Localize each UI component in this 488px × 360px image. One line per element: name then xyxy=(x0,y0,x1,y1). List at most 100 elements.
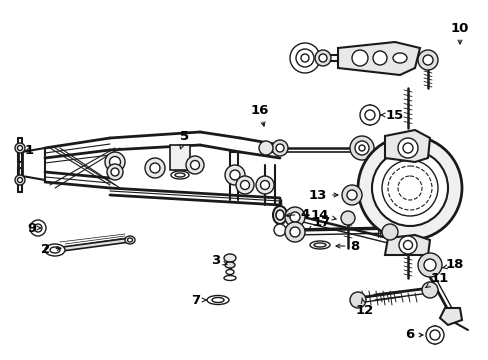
Circle shape xyxy=(236,176,253,194)
Circle shape xyxy=(358,145,364,151)
Circle shape xyxy=(259,141,272,155)
Ellipse shape xyxy=(212,297,224,302)
Circle shape xyxy=(423,259,435,271)
Circle shape xyxy=(351,50,367,66)
Circle shape xyxy=(256,176,273,194)
Ellipse shape xyxy=(224,275,236,280)
Circle shape xyxy=(15,175,25,185)
Circle shape xyxy=(240,180,249,189)
Circle shape xyxy=(285,207,305,227)
Ellipse shape xyxy=(224,254,236,262)
Circle shape xyxy=(381,160,437,216)
Text: 1: 1 xyxy=(24,144,34,157)
Ellipse shape xyxy=(171,171,189,179)
Ellipse shape xyxy=(225,270,234,274)
Circle shape xyxy=(421,282,437,298)
Circle shape xyxy=(185,156,203,174)
Circle shape xyxy=(425,326,443,344)
Text: 18: 18 xyxy=(442,258,463,271)
Circle shape xyxy=(364,110,374,120)
Polygon shape xyxy=(439,308,461,325)
Circle shape xyxy=(190,161,199,170)
Circle shape xyxy=(402,143,412,153)
Circle shape xyxy=(34,224,42,232)
Text: 9: 9 xyxy=(27,221,41,234)
Ellipse shape xyxy=(50,247,60,253)
Circle shape xyxy=(403,240,412,249)
Ellipse shape xyxy=(224,262,235,268)
Circle shape xyxy=(275,144,284,152)
Ellipse shape xyxy=(45,244,65,256)
Ellipse shape xyxy=(127,238,132,242)
Text: 6: 6 xyxy=(405,328,422,342)
Circle shape xyxy=(289,43,319,73)
Text: 10: 10 xyxy=(450,22,468,44)
Circle shape xyxy=(229,170,240,180)
Polygon shape xyxy=(52,238,130,252)
Circle shape xyxy=(422,55,432,65)
Circle shape xyxy=(224,165,244,185)
Circle shape xyxy=(346,190,356,200)
Circle shape xyxy=(289,212,299,222)
Circle shape xyxy=(372,51,386,65)
Circle shape xyxy=(429,330,439,340)
Text: 15: 15 xyxy=(380,108,403,122)
Bar xyxy=(170,145,190,170)
Circle shape xyxy=(397,138,417,158)
Ellipse shape xyxy=(309,241,329,249)
Text: 11: 11 xyxy=(425,271,448,288)
Text: 7: 7 xyxy=(191,293,206,306)
Circle shape xyxy=(314,50,330,66)
Text: 3: 3 xyxy=(211,253,226,266)
Circle shape xyxy=(354,141,368,155)
Circle shape xyxy=(150,163,160,173)
Circle shape xyxy=(357,136,461,240)
Circle shape xyxy=(260,180,269,189)
Text: 8: 8 xyxy=(335,239,359,252)
Circle shape xyxy=(381,224,397,240)
Circle shape xyxy=(398,236,416,254)
Circle shape xyxy=(349,292,365,308)
Ellipse shape xyxy=(175,173,184,177)
Ellipse shape xyxy=(392,53,406,63)
Circle shape xyxy=(397,176,421,200)
Text: 17: 17 xyxy=(307,216,330,230)
Circle shape xyxy=(289,227,299,237)
Circle shape xyxy=(371,150,447,226)
Circle shape xyxy=(301,54,308,62)
Circle shape xyxy=(349,136,373,160)
Ellipse shape xyxy=(125,236,135,244)
Circle shape xyxy=(273,224,285,236)
Text: 5: 5 xyxy=(180,130,189,149)
Circle shape xyxy=(318,54,326,62)
Polygon shape xyxy=(384,235,429,255)
Circle shape xyxy=(417,50,437,70)
Text: 12: 12 xyxy=(355,298,373,316)
Circle shape xyxy=(111,168,119,176)
Ellipse shape xyxy=(206,296,228,305)
Polygon shape xyxy=(384,130,429,162)
Text: 14: 14 xyxy=(310,208,335,221)
Circle shape xyxy=(18,145,22,150)
Circle shape xyxy=(359,105,379,125)
Circle shape xyxy=(18,177,22,183)
Circle shape xyxy=(15,143,25,153)
Circle shape xyxy=(341,185,361,205)
Circle shape xyxy=(105,152,125,172)
Circle shape xyxy=(387,166,431,210)
Circle shape xyxy=(107,164,123,180)
Circle shape xyxy=(145,158,164,178)
Text: 16: 16 xyxy=(250,104,268,126)
Circle shape xyxy=(109,157,120,167)
Circle shape xyxy=(30,220,46,236)
Circle shape xyxy=(340,211,354,225)
Circle shape xyxy=(285,222,305,242)
Ellipse shape xyxy=(272,206,286,224)
Circle shape xyxy=(295,49,313,67)
Text: 4: 4 xyxy=(285,207,309,220)
Circle shape xyxy=(271,140,287,156)
Text: 2: 2 xyxy=(41,243,61,256)
Text: 13: 13 xyxy=(308,189,337,202)
Ellipse shape xyxy=(275,210,284,220)
Ellipse shape xyxy=(313,243,325,247)
